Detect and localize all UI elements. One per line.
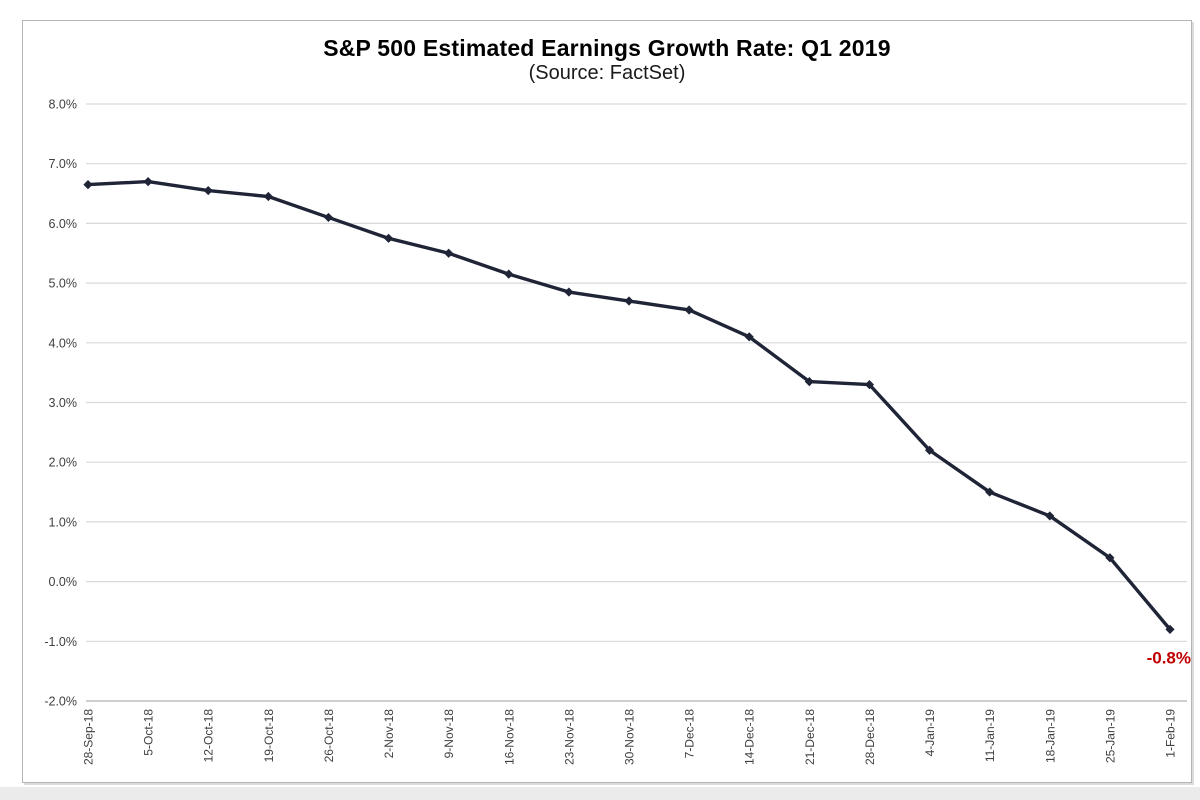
x-tick-label: 30-Nov-18 [623,709,637,765]
data-point-marker [804,377,814,387]
y-tick-label: 4.0% [49,336,78,350]
x-tick-label: 4-Jan-19 [923,709,937,757]
x-tick-label: 5-Oct-18 [142,709,156,756]
chart-subtitle: (Source: FactSet) [528,62,686,84]
data-point-marker [684,305,694,315]
data-point-marker [924,445,935,455]
data-point-marker [383,233,394,243]
data-point-marker [985,487,995,497]
y-tick-label: 3.0% [49,396,78,410]
x-tick-label: 11-Jan-19 [983,709,997,762]
x-tick-label: 28-Dec-18 [863,709,877,765]
y-tick-label: 7.0% [49,157,78,171]
data-point-marker [143,177,153,187]
data-point-marker [504,269,514,279]
data-point-marker [263,191,273,202]
x-tick-label: 23-Nov-18 [562,709,576,765]
y-tick-label: 8.0% [49,98,78,112]
chart-frame: S&P 500 Estimated Earnings Growth Rate: … [22,20,1192,783]
data-point-marker [323,212,334,223]
data-point-marker [1045,511,1055,521]
x-tick-label: 25-Jan-19 [1103,709,1117,763]
y-tick-label: 1.0% [49,515,78,529]
x-tick-label: 19-Oct-18 [262,709,276,763]
y-tick-label: 0.0% [49,575,78,589]
x-tick-label: 16-Nov-18 [502,709,516,765]
x-tick-label: 14-Dec-18 [743,709,757,765]
data-point-marker [83,179,93,190]
data-point-marker [203,185,213,196]
bottom-strip [0,787,1200,800]
x-tick-label: 2-Nov-18 [382,709,396,759]
x-tick-label: 12-Oct-18 [202,709,216,763]
data-point-marker [744,332,754,342]
y-tick-label: 5.0% [49,277,78,291]
final-value-label: -0.8% [1147,648,1191,667]
y-tick-label: -2.0% [44,695,77,709]
x-tick-label: 9-Nov-18 [442,709,456,759]
data-point-marker [1105,553,1115,563]
data-point-marker [624,296,634,306]
data-point-marker [1165,624,1175,634]
x-tick-label: 28-Sep-18 [82,709,96,765]
data-point-marker [564,287,574,297]
data-point-marker [444,248,454,258]
x-tick-label: 1-Feb-19 [1164,709,1178,758]
data-point-marker [864,379,875,390]
chart-title: S&P 500 Estimated Earnings Growth Rate: … [323,35,891,61]
line-chart-plot: 8.0% 7.0% 6.0% 5.0% 4.0% 3.0% 2.0% 1.0% 0.0% -1.0… [44,98,1191,766]
y-tick-label: -1.0% [44,635,77,649]
x-tick-label: 18-Jan-19 [1043,709,1057,763]
x-tick-label: 7-Dec-18 [683,709,697,759]
x-tick-label: 26-Oct-18 [322,709,336,763]
y-tick-label: 2.0% [49,456,78,470]
x-tick-label: 21-Dec-18 [803,709,817,765]
y-tick-label: 6.0% [49,217,78,231]
series-line [86,179,1172,632]
